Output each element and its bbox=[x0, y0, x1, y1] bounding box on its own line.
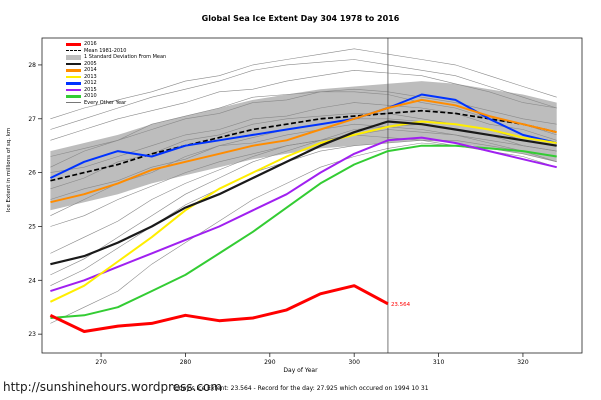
series-2014-line bbox=[50, 98, 557, 204]
legend-item-2010: 2010 bbox=[66, 93, 166, 100]
legend-item-2013: 2013 bbox=[66, 74, 166, 81]
legend-item-every-other-year: Every Other Year bbox=[66, 100, 166, 107]
background-year-line bbox=[50, 59, 557, 130]
series-2015-line bbox=[50, 136, 557, 293]
x-tick-label: 310 bbox=[433, 359, 445, 366]
background-year-line bbox=[50, 88, 557, 157]
y-tick-label: 25 bbox=[28, 223, 36, 230]
series-2013-line bbox=[49, 120, 557, 303]
legend-swatch bbox=[66, 50, 81, 52]
legend-swatch bbox=[66, 54, 81, 60]
background-year-line bbox=[50, 48, 557, 120]
legend-item-2014: 2014 bbox=[66, 67, 166, 74]
legend-label: Mean 1981-2010 bbox=[84, 47, 127, 54]
x-tick-label: 270 bbox=[95, 359, 107, 366]
background-year-line bbox=[50, 91, 557, 168]
legend-label: 2013 bbox=[84, 73, 97, 80]
mean-line bbox=[50, 109, 557, 182]
legend-swatch bbox=[66, 82, 81, 85]
legend-label: 2012 bbox=[84, 80, 97, 87]
legend-label: Every Other Year bbox=[84, 99, 127, 106]
y-axis-label: Ice Extent in millions of sq. km bbox=[6, 127, 12, 213]
footer-status-text: Today's Ice Extent: 23.564 - Record for … bbox=[172, 385, 429, 392]
legend-swatch bbox=[66, 95, 81, 98]
legend-label: 2010 bbox=[84, 93, 97, 100]
background-year-line bbox=[50, 123, 557, 200]
x-tick-label: 320 bbox=[517, 359, 529, 366]
y-tick-label: 26 bbox=[28, 170, 36, 177]
legend-item-2005: 2005 bbox=[66, 61, 166, 68]
legend-label: 2015 bbox=[84, 86, 97, 93]
legend-swatch bbox=[66, 102, 81, 104]
y-tick-label: 27 bbox=[28, 116, 36, 123]
plot-frame bbox=[41, 37, 583, 354]
legend-label: 2016 bbox=[84, 41, 97, 48]
series-2005-line bbox=[50, 120, 557, 266]
y-tick-label: 24 bbox=[28, 277, 36, 284]
legend-swatch bbox=[66, 69, 81, 72]
legend-swatch bbox=[66, 88, 81, 91]
legend-item-2015: 2015 bbox=[66, 87, 166, 94]
legend-swatch bbox=[66, 43, 81, 46]
background-year-line bbox=[50, 139, 557, 286]
x-axis-label: Day of Year bbox=[283, 367, 318, 374]
chart-title: Global Sea Ice Extent Day 304 1978 to 20… bbox=[201, 14, 400, 23]
background-year-line bbox=[50, 102, 557, 173]
series-2012-line bbox=[49, 93, 557, 179]
legend-swatch bbox=[66, 75, 81, 78]
x-tick-label: 290 bbox=[264, 359, 276, 366]
y-tick-label: 23 bbox=[28, 331, 36, 338]
background-year-line bbox=[50, 69, 557, 141]
x-tick-label: 300 bbox=[348, 359, 360, 366]
current-extent-annotation: 23.564 bbox=[391, 302, 411, 308]
source-url: http://sunshinehours.wordpress.com bbox=[3, 380, 223, 394]
legend-item-mean-1981-2010: Mean 1981-2010 bbox=[66, 48, 166, 55]
y-tick-label: 28 bbox=[28, 62, 36, 69]
background-year-line bbox=[50, 134, 557, 254]
x-tick-label: 280 bbox=[180, 359, 192, 366]
legend-swatch bbox=[66, 62, 81, 65]
legend-item-1-standard-deviation-from-mean: 1 Standard Deviation From Mean bbox=[66, 54, 166, 61]
legend-label: 2005 bbox=[84, 60, 97, 67]
series-2016-line bbox=[49, 284, 389, 333]
chart-legend: 2016 Mean 1981-2010 1 Standard Deviation F… bbox=[66, 41, 166, 106]
legend-label: 2014 bbox=[84, 67, 97, 74]
legend-item-2012: 2012 bbox=[66, 80, 166, 87]
legend-item-2016: 2016 bbox=[66, 41, 166, 48]
legend-label: 1 Standard Deviation From Mean bbox=[84, 54, 167, 61]
